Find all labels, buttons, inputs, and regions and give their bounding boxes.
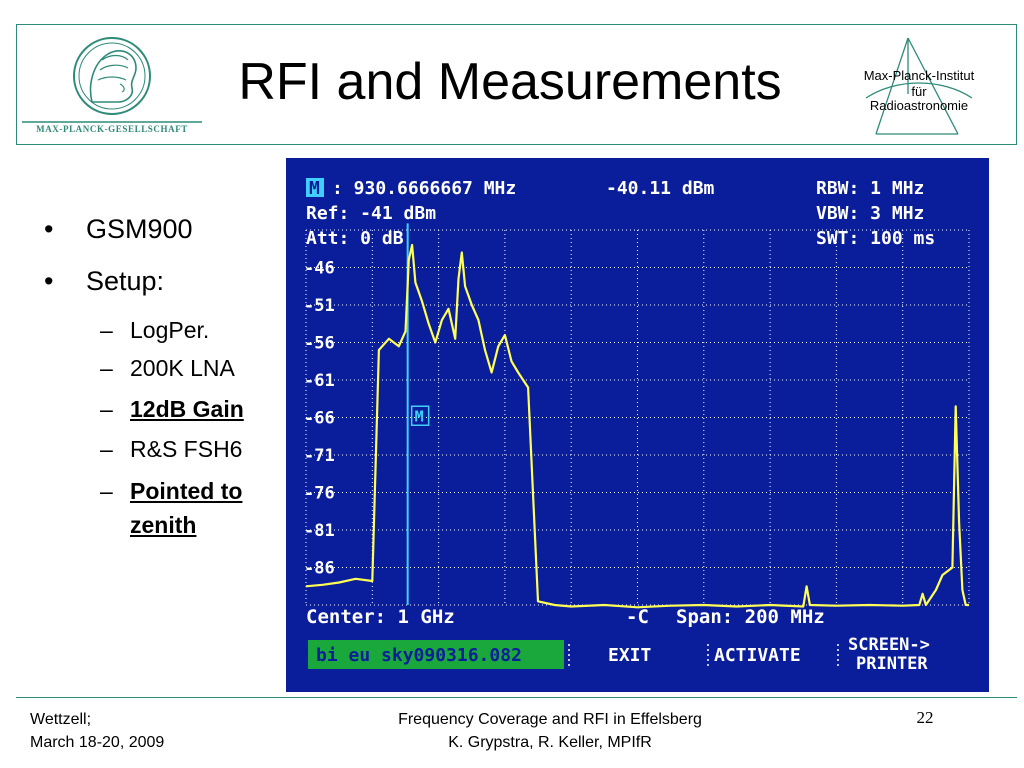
footer-date: March 18-20, 2009 xyxy=(30,734,165,751)
y-tick-label: -81 xyxy=(304,521,335,541)
spectrum-trace-line xyxy=(305,243,969,609)
spectrum-analyzer-screen: -46 -51 -56 -61 -66 -71 -76 -81 -86 M : 930.6666… xyxy=(286,158,989,692)
y-tick-label: -66 xyxy=(304,409,335,429)
sub-bullet-text: LogPer. xyxy=(130,317,210,343)
footer-center: Frequency Coverage and RFI in Effelsberg… xyxy=(330,708,770,754)
trace-marker-label: M xyxy=(415,407,424,425)
dash-icon: – xyxy=(100,317,113,343)
chart-grid xyxy=(305,229,970,606)
y-tick-label: -76 xyxy=(304,484,335,504)
marker-symbol-box xyxy=(306,178,324,197)
marker-level: -40.11 dBm xyxy=(606,178,715,199)
mpifr-logo-line-1: Max-Planck-Institut xyxy=(863,68,975,83)
max-planck-gesellschaft-logo: MAX-PLANCK-GESELLSCHAFT xyxy=(22,30,202,142)
exit-softkey[interactable]: EXIT xyxy=(608,645,652,666)
sub-bullet-text: zenith xyxy=(130,512,197,538)
screen-printer-softkey-line1[interactable]: SCREEN-> xyxy=(848,635,930,655)
sub-bullet-text: 12dB Gain xyxy=(130,396,244,422)
page-number: 22 xyxy=(916,708,934,727)
dash-icon: – xyxy=(100,355,113,381)
dash-icon: – xyxy=(100,478,113,504)
file-name-text: bi eu sky090316.082 xyxy=(316,645,522,666)
attenuation-readout: Att: 0 dB xyxy=(306,228,404,249)
y-tick-label: -71 xyxy=(304,446,335,466)
mpifr-logo-line-2: für xyxy=(911,84,927,99)
footer-left: Wettzell; March 18-20, 2009 xyxy=(30,708,164,754)
y-tick-label: -56 xyxy=(304,334,335,354)
minerva-emblem-icon xyxy=(22,37,202,123)
y-tick-labels: -46 -51 -56 -61 -66 -71 -76 -81 -86 xyxy=(304,259,335,579)
header-frame xyxy=(16,24,1017,145)
sub-bullet-text: 200K LNA xyxy=(130,355,235,381)
mpifr-logo: Max-Planck-Institut für Radioastronomie xyxy=(846,34,992,138)
bullet-dot-icon: • xyxy=(44,214,54,244)
vbw-readout: VBW: 3 MHz xyxy=(816,203,924,224)
sub-bullet-text: R&S FSH6 xyxy=(130,436,243,462)
y-tick-label: -46 xyxy=(304,259,335,279)
span-icon: -C xyxy=(626,606,649,628)
rbw-readout: RBW: 1 MHz xyxy=(816,178,924,199)
dash-icon: – xyxy=(100,396,113,422)
spectrum-trace xyxy=(305,243,969,609)
dash-icon: – xyxy=(100,436,113,462)
y-tick-label: -86 xyxy=(304,559,335,579)
sweep-time-readout: SWT: 100 ms xyxy=(816,228,935,249)
file-name-field xyxy=(308,640,564,669)
footer-divider xyxy=(16,697,1017,698)
bullet-text: Setup: xyxy=(86,266,165,296)
footer-location: Wettzell; xyxy=(30,711,92,728)
screen-printer-softkey-line2[interactable]: PRINTER xyxy=(856,654,928,674)
mpg-logo-text: MAX-PLANCK-GESELLSCHAFT xyxy=(36,124,188,134)
footer-authors: K. Grypstra, R. Keller, MPIfR xyxy=(448,734,652,751)
footer-talk-title: Frequency Coverage and RFI in Effelsberg xyxy=(398,711,702,728)
y-tick-label: -61 xyxy=(304,371,335,391)
bullet-text: GSM900 xyxy=(86,214,193,244)
spectrum-chart: -46 -51 -56 -61 -66 -71 -76 -81 -86 M : 930.6666… xyxy=(304,178,970,674)
span-readout: Span: 200 MHz xyxy=(676,606,825,628)
center-frequency-readout: Center: 1 GHz xyxy=(306,606,455,628)
trace-marker-box xyxy=(410,405,430,426)
ref-level-readout: Ref: -41 dBm xyxy=(306,203,436,224)
marker-frequency: : 930.6666667 MHz xyxy=(332,178,516,199)
mpifr-logo-line-3: Radioastronomie xyxy=(869,98,969,113)
bullet-dot-icon: • xyxy=(44,266,54,296)
sub-bullet-text: Pointed to xyxy=(130,478,243,504)
activate-softkey[interactable]: ACTIVATE xyxy=(714,645,801,666)
antenna-emblem-icon xyxy=(865,37,973,135)
marker-symbol: M xyxy=(309,178,320,199)
slide-title: RFI and Measurements xyxy=(238,53,782,111)
y-tick-label: -51 xyxy=(304,296,335,316)
